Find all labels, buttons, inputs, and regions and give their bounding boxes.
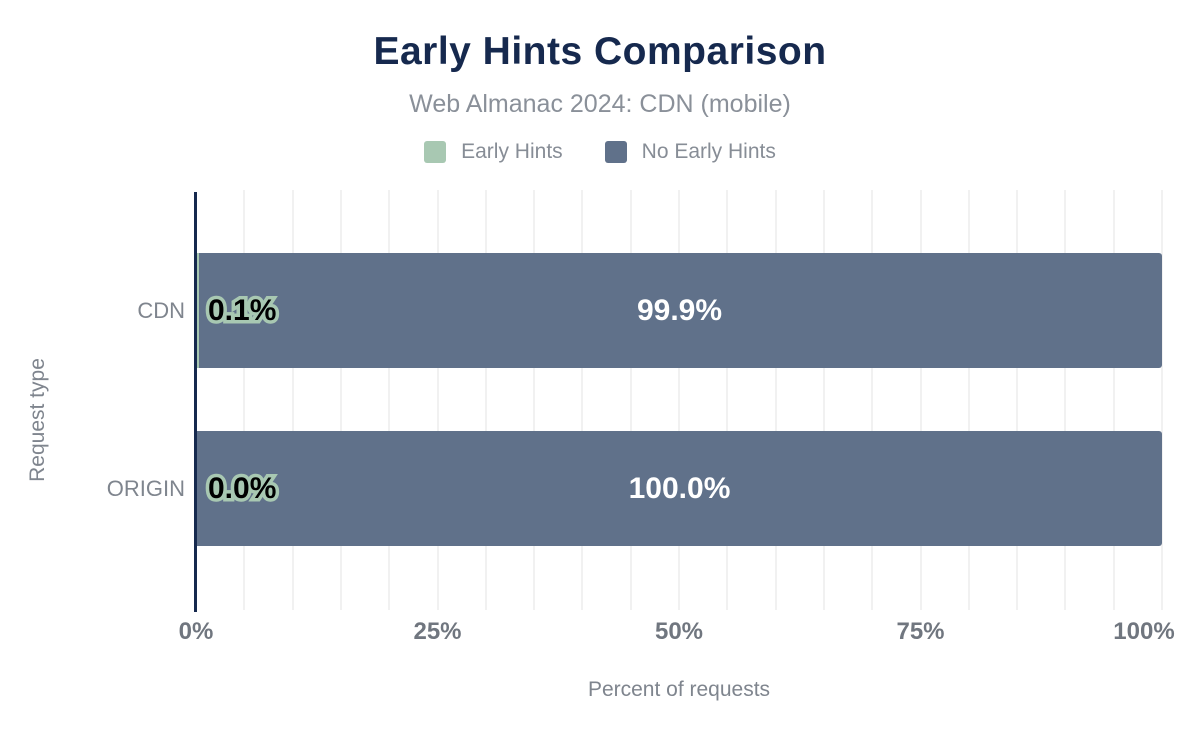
bar-segment-origin-no-early-hints	[197, 431, 1162, 546]
x-tick-25pct: 25%	[413, 618, 462, 645]
gridlines	[196, 190, 1163, 610]
legend: Early Hints No Early Hints	[0, 140, 1200, 164]
x-axis-title: Percent of requests	[587, 678, 771, 701]
gridline	[291, 190, 294, 610]
gridline	[388, 190, 391, 610]
gridline	[339, 190, 342, 610]
chart-subtitle: Web Almanac 2024: CDN (mobile)	[409, 90, 791, 118]
gridline	[726, 190, 729, 610]
bar-value-cdn-no-early-hints: 99.9%	[636, 293, 723, 327]
gridline	[1112, 190, 1115, 610]
bar-origin: 100.0% 0.0% 0.0%	[197, 431, 1162, 546]
x-axis-ticks: 0% 25% 50% 75% 100%	[179, 618, 1175, 648]
gridline	[436, 190, 439, 610]
x-tick-100pct: 100%	[1113, 618, 1175, 645]
x-tick-50pct: 50%	[654, 618, 704, 645]
legend-swatch-early-hints-icon	[424, 141, 447, 163]
gridline	[774, 190, 777, 610]
bar-value-origin-early-hints-text: 0.0%	[208, 471, 277, 505]
bar-value-origin-early-hints-outline: 0.0%	[204, 468, 279, 508]
y-axis-line	[194, 192, 197, 612]
gridline	[533, 190, 536, 610]
legend-item-early-hints[interactable]: Early Hints	[424, 140, 563, 164]
legend-swatch-no-early-hints-icon	[604, 141, 627, 163]
bar-value-origin-no-early-hints: 100.0%	[628, 471, 731, 505]
gridline	[967, 190, 970, 610]
gridline	[243, 190, 246, 610]
bar-value-cdn-early-hints-text: 0.1%	[208, 293, 277, 327]
gridline	[822, 190, 825, 610]
bar-cdn: 99.9% 0.1% 0.1%	[197, 253, 1162, 368]
x-tick-0pct: 0%	[178, 618, 214, 645]
gridline	[1064, 190, 1067, 610]
gridline	[629, 190, 632, 610]
bar-value-cdn-early-hints: 0.1% 0.1%	[204, 253, 279, 368]
chart-title: Early Hints Comparison	[373, 30, 827, 73]
category-label-origin: ORIGIN	[106, 475, 185, 501]
x-tick-75pct: 75%	[896, 618, 945, 645]
bar-segment-cdn-no-early-hints	[199, 253, 1162, 368]
category-label-cdn: CDN	[137, 297, 185, 323]
gridline	[678, 190, 680, 610]
gridline	[1016, 190, 1019, 610]
gridline	[1161, 190, 1163, 610]
bar-value-cdn-early-hints-outline: 0.1%	[204, 290, 279, 330]
legend-label-early-hints: Early Hints	[461, 140, 563, 163]
legend-item-no-early-hints[interactable]: No Early Hints	[604, 140, 776, 164]
bar-value-origin-early-hints: 0.0% 0.0%	[204, 431, 279, 546]
gridline	[871, 190, 874, 610]
plot-area: 99.9% 0.1% 0.1% 100.0% 0.0% 0.0% 0% 25% 50…	[179, 190, 1175, 645]
gridline	[919, 190, 922, 610]
legend-label-no-early-hints: No Early Hints	[641, 140, 776, 163]
gridline	[581, 190, 584, 610]
gridline	[484, 190, 487, 610]
bar-segment-cdn-early-hints	[197, 253, 199, 368]
